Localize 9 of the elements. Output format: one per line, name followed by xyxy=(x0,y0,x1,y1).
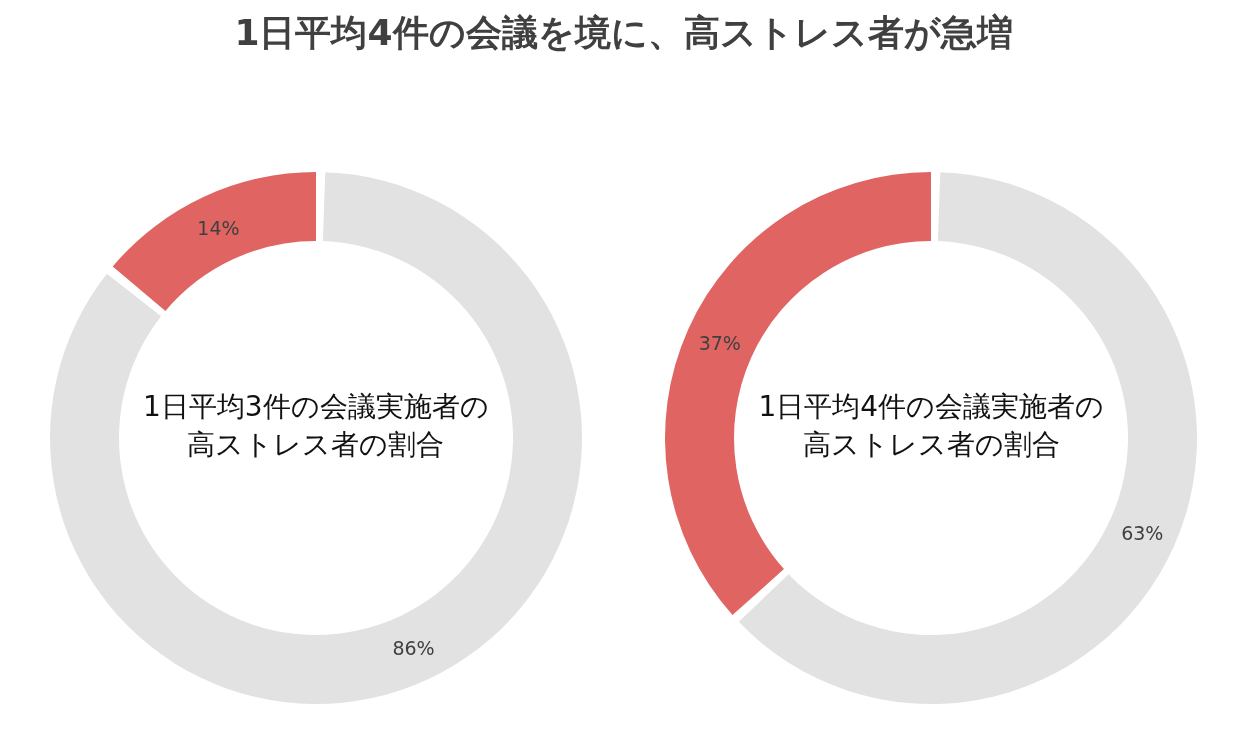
text: 1日平均4件の会議実施者の高ストレス者の割合 xyxy=(757,389,1106,463)
text: 1日平均4件の会議を境に、高ストレス者が急増 xyxy=(233,11,1014,55)
text: 1日平均3件の会議実施者の高ストレス者の割合 xyxy=(141,389,490,463)
data-label: 37% xyxy=(698,332,742,355)
donut-slice xyxy=(49,172,582,704)
data-label: 86% xyxy=(392,636,435,659)
data-label: 63% xyxy=(1121,521,1164,544)
donut-slice xyxy=(112,172,316,311)
data-label: 14% xyxy=(197,217,240,240)
